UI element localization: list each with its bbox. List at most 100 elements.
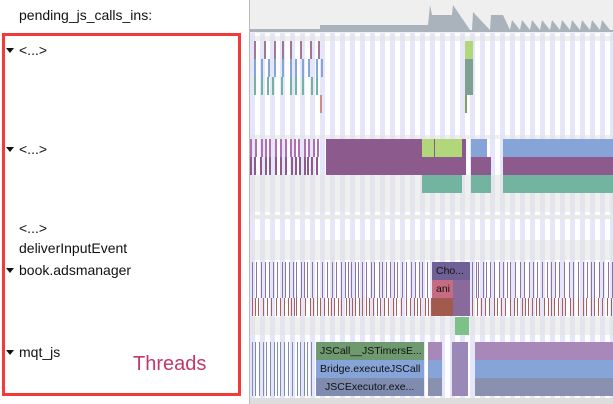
slice[interactable] [503,157,613,175]
slice[interactable] [390,262,391,298]
slice[interactable] [289,262,290,298]
slice[interactable] [316,59,318,77]
slice[interactable] [410,298,411,316]
slice[interactable] [520,262,521,298]
slice-choreographer[interactable]: Cho... [432,262,470,280]
slice[interactable] [472,262,473,298]
thread-label[interactable]: <...> [19,141,48,157]
slice[interactable] [280,139,282,157]
slice[interactable] [499,262,500,298]
slice-jscall[interactable]: JSCall__JSTimersE... [316,342,424,360]
slice[interactable] [268,59,270,77]
slice[interactable] [317,298,318,316]
slice[interactable] [472,298,473,316]
slice[interactable] [259,342,260,396]
slice[interactable] [401,298,402,316]
slice[interactable] [265,262,266,298]
slice[interactable] [547,262,548,298]
slice[interactable] [295,59,297,77]
slice[interactable] [280,342,281,396]
slice[interactable] [312,262,313,298]
slice[interactable] [265,157,267,175]
slice[interactable] [320,95,322,113]
slice[interactable] [324,298,325,316]
slice[interactable] [501,298,502,316]
slice[interactable] [425,298,426,316]
slice[interactable] [311,157,313,175]
slice[interactable] [494,298,495,316]
slice[interactable] [599,262,600,298]
slice[interactable] [358,262,359,298]
slice[interactable] [393,298,394,316]
slice[interactable] [295,157,297,175]
slice[interactable] [320,298,321,316]
slice[interactable] [569,262,570,298]
slice[interactable] [608,262,609,298]
slice[interactable] [603,262,604,298]
slice[interactable] [537,262,538,298]
slice[interactable] [528,298,529,316]
slice[interactable] [388,298,389,316]
slice[interactable] [269,262,270,298]
slice[interactable] [345,262,346,298]
slice[interactable] [331,298,332,316]
slice[interactable] [559,262,560,298]
slice[interactable] [250,139,252,157]
slice[interactable] [290,41,292,59]
slice[interactable] [270,342,271,396]
slice[interactable] [254,157,256,175]
slice[interactable] [285,139,287,157]
slice[interactable] [406,262,407,298]
slice[interactable] [562,298,563,316]
slice[interactable] [591,262,592,298]
slice[interactable] [300,298,301,316]
slice[interactable] [373,298,374,316]
slice[interactable] [267,298,268,316]
slice[interactable] [334,298,335,316]
slice[interactable] [514,298,515,316]
slice[interactable] [542,262,543,298]
slice[interactable] [252,262,253,298]
thread-label[interactable]: mqt_js [19,344,61,360]
slice[interactable] [282,59,284,77]
slice[interactable] [281,77,283,95]
slice[interactable] [573,262,574,298]
slice[interactable] [362,298,363,316]
slice[interactable] [308,139,310,157]
slice[interactable] [321,59,323,77]
slice[interactable] [332,262,333,298]
slice[interactable] [565,298,566,316]
slice[interactable] [578,262,579,298]
slice[interactable] [288,342,289,396]
slice[interactable] [555,262,556,298]
slice[interactable] [475,342,613,360]
slice[interactable] [583,262,584,298]
slice[interactable] [271,298,272,316]
slice[interactable] [428,342,442,360]
slice[interactable] [307,157,309,175]
slice[interactable] [587,262,588,298]
slice[interactable] [282,262,283,298]
slice[interactable] [294,139,296,157]
collapse-triangle-icon[interactable] [6,147,14,152]
slice[interactable] [254,41,256,59]
slice[interactable] [415,262,416,298]
thread-label[interactable]: deliverInputEvent [19,240,128,256]
slice[interactable] [380,298,381,316]
slice[interactable] [570,298,571,316]
slice[interactable] [255,139,257,157]
slice[interactable] [346,298,347,316]
slice[interactable] [282,41,284,59]
slice[interactable] [611,298,612,316]
slice[interactable] [490,262,491,298]
slice[interactable] [285,262,286,298]
slice[interactable] [578,298,579,316]
collapse-triangle-icon[interactable] [6,268,14,273]
slice[interactable] [288,298,289,316]
slice[interactable] [428,360,442,378]
slice[interactable] [313,298,314,316]
slice[interactable] [264,41,266,59]
slice[interactable] [351,262,352,298]
slice[interactable] [280,298,281,316]
slice[interactable] [452,342,468,396]
